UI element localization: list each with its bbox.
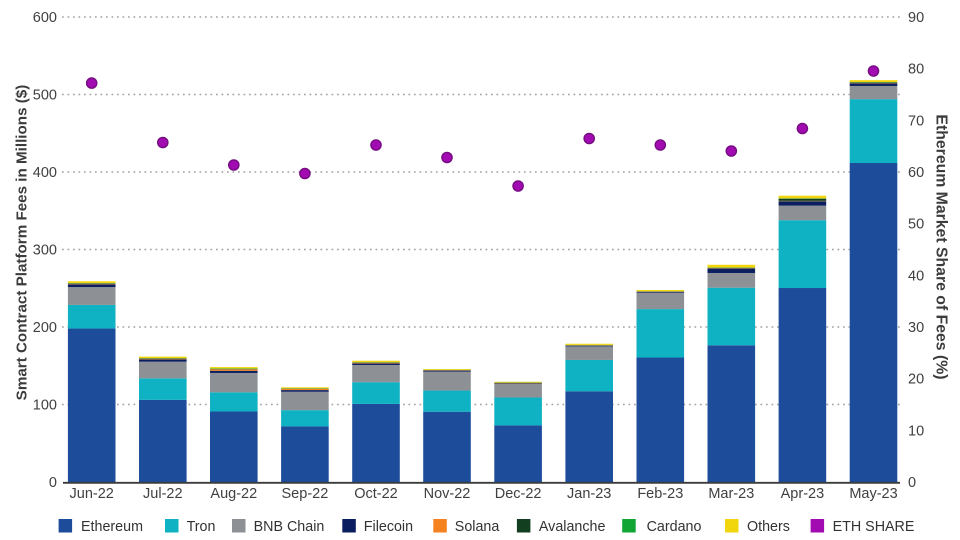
- svg-text:May-23: May-23: [849, 486, 897, 502]
- svg-text:Tron: Tron: [187, 519, 216, 535]
- svg-text:Aug-22: Aug-22: [210, 486, 257, 502]
- svg-text:Dec-22: Dec-22: [495, 486, 542, 502]
- svg-text:Nov-22: Nov-22: [424, 486, 471, 502]
- svg-text:Jun-22: Jun-22: [70, 486, 114, 502]
- svg-text:200: 200: [33, 320, 57, 336]
- svg-text:Jul-22: Jul-22: [143, 486, 183, 502]
- svg-text:Jan-23: Jan-23: [567, 486, 611, 502]
- svg-text:0: 0: [908, 475, 916, 491]
- svg-text:80: 80: [908, 62, 924, 78]
- svg-text:Others: Others: [747, 519, 790, 535]
- svg-text:90: 90: [908, 10, 924, 26]
- svg-text:20: 20: [908, 372, 924, 388]
- svg-text:Sep-22: Sep-22: [282, 486, 329, 502]
- svg-text:60: 60: [908, 165, 924, 181]
- svg-text:Solana: Solana: [455, 519, 500, 535]
- svg-text:Ethereum Market Share of Fees: Ethereum Market Share of Fees (%): [932, 114, 949, 379]
- svg-text:600: 600: [33, 10, 57, 26]
- svg-text:100: 100: [33, 398, 57, 414]
- svg-text:Avalanche: Avalanche: [539, 519, 606, 535]
- svg-text:300: 300: [33, 243, 57, 259]
- svg-text:BNB Chain: BNB Chain: [254, 519, 325, 535]
- svg-text:Mar-23: Mar-23: [708, 486, 754, 502]
- svg-text:0: 0: [49, 475, 57, 491]
- svg-text:40: 40: [908, 268, 924, 284]
- svg-text:Oct-22: Oct-22: [354, 486, 398, 502]
- svg-text:Cardano: Cardano: [647, 519, 702, 535]
- svg-text:50: 50: [908, 217, 924, 233]
- svg-text:Apr-23: Apr-23: [781, 486, 825, 502]
- svg-text:ETH SHARE: ETH SHARE: [833, 519, 915, 535]
- svg-text:Filecoin: Filecoin: [364, 519, 413, 535]
- svg-text:10: 10: [908, 423, 924, 439]
- svg-text:500: 500: [33, 88, 57, 104]
- svg-text:Feb-23: Feb-23: [637, 486, 683, 502]
- svg-text:70: 70: [908, 113, 924, 129]
- svg-text:Ethereum: Ethereum: [81, 519, 143, 535]
- svg-text:Smart Contract Platform Fees i: Smart Contract Platform Fees in Millions…: [14, 85, 31, 401]
- svg-text:400: 400: [33, 165, 57, 181]
- svg-text:30: 30: [908, 320, 924, 336]
